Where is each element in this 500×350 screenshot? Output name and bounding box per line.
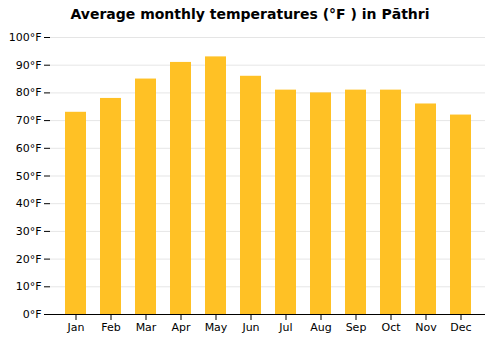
svg-text:Jan: Jan bbox=[67, 321, 85, 334]
svg-text:10°F: 10°F bbox=[16, 280, 42, 293]
svg-text:Mar: Mar bbox=[136, 321, 157, 334]
html-text:Average monthly temperatures (: Average monthly temperatures (°F ) in Pā… bbox=[70, 6, 430, 22]
svg-text:90°F: 90°F bbox=[16, 59, 42, 72]
svg-text:40°F: 40°F bbox=[16, 197, 42, 210]
svg-text:Jun: Jun bbox=[241, 321, 259, 334]
svg-text:Feb: Feb bbox=[101, 321, 120, 334]
svg-text:70°F: 70°F bbox=[16, 114, 42, 127]
svg-text:May: May bbox=[205, 321, 228, 334]
svg-text:0°F: 0°F bbox=[23, 308, 42, 321]
svg-text:60°F: 60°F bbox=[16, 142, 42, 155]
svg-text:Apr: Apr bbox=[171, 321, 191, 334]
svg-text:Oct: Oct bbox=[381, 321, 401, 334]
svg-text:80°F: 80°F bbox=[16, 86, 42, 99]
svg-text:Jul: Jul bbox=[278, 321, 292, 334]
svg-text:20°F: 20°F bbox=[16, 253, 42, 266]
svg-text:Aug: Aug bbox=[310, 321, 331, 334]
svg-text:50°F: 50°F bbox=[16, 170, 42, 183]
svg-text:Dec: Dec bbox=[450, 321, 471, 334]
svg-text:30°F: 30°F bbox=[16, 225, 42, 238]
svg-text:Nov: Nov bbox=[415, 321, 437, 334]
svg-text:Sep: Sep bbox=[346, 321, 367, 334]
svg-text:100°F: 100°F bbox=[9, 31, 42, 44]
